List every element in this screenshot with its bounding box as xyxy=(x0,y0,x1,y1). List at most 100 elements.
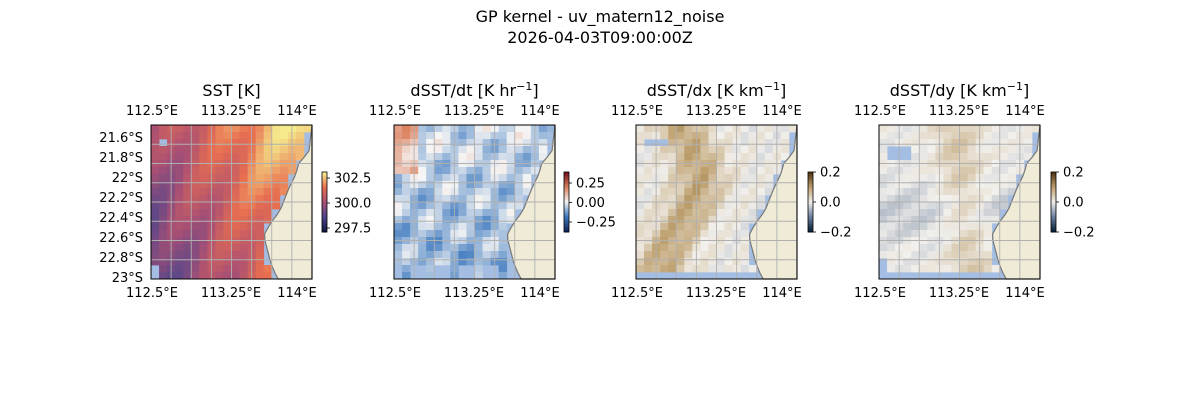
heatmap-cell xyxy=(231,139,240,147)
x-tick-label-top: 112.5°E xyxy=(854,104,906,119)
heatmap-cell xyxy=(466,132,475,140)
heatmap-cell xyxy=(903,251,912,259)
x-tick-label-top: 114°E xyxy=(1005,104,1045,119)
x-tick-label-bottom: 114°E xyxy=(1005,286,1045,301)
heatmap-cell xyxy=(175,272,184,280)
heatmap-cell xyxy=(740,132,750,140)
heatmap-cell xyxy=(231,244,240,252)
heatmap-cell xyxy=(660,167,669,175)
heatmap-cell xyxy=(919,265,928,273)
heatmap-cell xyxy=(999,125,1009,133)
colorbar-tick-label: 300.0 xyxy=(334,197,371,212)
heatmap-cell xyxy=(951,125,960,133)
colorbar-segment xyxy=(322,196,327,199)
y-tick-label: 22.4°S xyxy=(99,211,143,226)
heatmap-cell xyxy=(271,181,281,189)
heatmap-cell xyxy=(279,125,289,133)
heatmap-cell xyxy=(999,167,1009,175)
heatmap-cell xyxy=(708,244,717,252)
heatmap-cell xyxy=(991,265,1001,273)
heatmap-cell xyxy=(231,132,240,140)
heatmap-cell xyxy=(756,174,766,182)
colorbar-segment xyxy=(322,192,327,195)
heatmap-cell xyxy=(159,251,168,259)
heatmap-cell xyxy=(418,230,427,238)
heatmap-cell xyxy=(684,258,693,266)
heatmap-cell xyxy=(951,230,960,238)
colorbar-segment xyxy=(808,216,813,219)
heatmap-cell xyxy=(223,258,232,266)
heatmap-cell xyxy=(271,202,281,210)
heatmap-cell xyxy=(191,258,200,266)
colorbar-segment xyxy=(564,212,569,215)
heatmap-cell xyxy=(879,216,888,224)
heatmap-cell xyxy=(983,258,993,266)
heatmap-cell xyxy=(967,188,976,196)
colorbar-segment xyxy=(564,194,569,197)
heatmap-cell xyxy=(636,202,645,210)
heatmap-cell xyxy=(676,181,685,189)
heatmap-cell xyxy=(418,181,427,189)
heatmap-cell xyxy=(151,202,160,210)
colorbar-segment xyxy=(1051,214,1056,217)
heatmap-cell xyxy=(708,265,717,273)
heatmap-cell xyxy=(1023,125,1033,133)
heatmap-cell xyxy=(660,244,669,252)
heatmap-cell xyxy=(684,125,693,133)
heatmap-cell xyxy=(402,244,411,252)
heatmap-cell xyxy=(426,209,435,217)
heatmap-cell xyxy=(418,244,427,252)
colorbar-tick-label: 0.0 xyxy=(1063,196,1084,211)
x-tick-label-top: 112.5°E xyxy=(611,104,663,119)
heatmap-cell xyxy=(636,230,645,238)
heatmap-cell xyxy=(418,125,427,133)
heatmap-cell xyxy=(474,244,483,252)
heatmap-cell xyxy=(458,223,467,231)
panel-title-text: dSST/dx [K km xyxy=(647,81,764,100)
heatmap-cell xyxy=(191,216,200,224)
heatmap-cell xyxy=(522,181,532,189)
heatmap-cell xyxy=(482,202,491,210)
colorbar-segment xyxy=(564,210,569,213)
gridlines xyxy=(394,125,555,279)
heatmap-cell xyxy=(724,132,733,140)
heatmap-cell xyxy=(506,146,516,154)
colorbar-segment xyxy=(1051,218,1056,221)
colorbar-segment xyxy=(564,226,569,229)
heatmap-cell xyxy=(764,181,774,189)
heatmap-cell xyxy=(239,223,248,231)
heatmap-cell xyxy=(239,272,248,280)
heatmap-cell xyxy=(159,181,168,189)
heatmap-cell xyxy=(967,167,976,175)
colorbar-segment xyxy=(322,188,327,191)
heatmap-cell xyxy=(426,188,435,196)
colorbar-segment xyxy=(1051,204,1056,207)
heatmap-cell xyxy=(764,125,774,133)
heatmap-cell xyxy=(644,265,653,273)
heatmap-cell xyxy=(474,223,483,231)
heatmap-cell xyxy=(716,202,725,210)
heatmap-cell xyxy=(474,209,483,217)
heatmap-cell xyxy=(716,181,725,189)
heatmap-cell xyxy=(700,174,709,182)
heatmap-cell xyxy=(231,265,240,273)
heatmap-cell xyxy=(279,146,289,154)
heatmap-cell xyxy=(183,223,192,231)
heatmap-cell xyxy=(644,230,653,238)
heatmap-cell xyxy=(426,272,435,280)
heatmap-cell xyxy=(498,132,508,140)
heatmap-cell xyxy=(514,139,524,147)
heatmap-cell xyxy=(255,174,265,182)
heatmap-cell xyxy=(684,230,693,238)
heatmap-cell xyxy=(676,146,685,154)
heatmap-cell xyxy=(903,195,912,203)
heatmap-cell xyxy=(903,181,912,189)
heatmap-cell xyxy=(636,223,645,231)
heatmap-cell xyxy=(418,202,427,210)
heatmap-cell xyxy=(199,167,208,175)
heatmap-cell xyxy=(482,230,491,238)
heatmap-cell xyxy=(764,188,774,196)
heatmap-cell xyxy=(442,153,451,161)
heatmap-cell xyxy=(295,132,305,140)
heatmap-cell xyxy=(466,181,475,189)
